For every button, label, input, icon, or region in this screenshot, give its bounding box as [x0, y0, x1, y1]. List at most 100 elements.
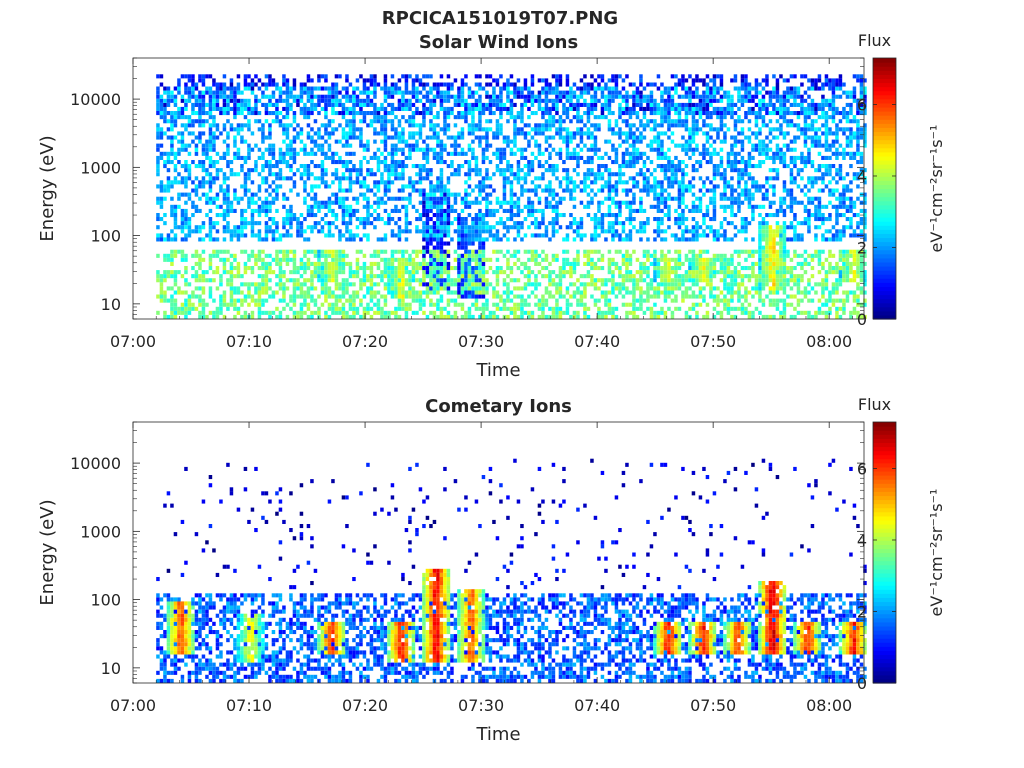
flux-cell: [334, 217, 339, 222]
flux-cell: [635, 127, 640, 132]
flux-cell: [173, 151, 178, 156]
flux-cell: [558, 294, 563, 299]
flux-cell: [404, 155, 409, 160]
flux-cell: [450, 204, 454, 209]
flux-cell: [600, 200, 605, 205]
flux-cell: [411, 123, 416, 128]
flux-cell: [674, 261, 678, 266]
flux-cell: [240, 102, 244, 107]
flux-cell: [642, 106, 647, 111]
flux-cell: [646, 98, 650, 103]
flux-cell: [460, 217, 465, 222]
flux-cell: [464, 188, 468, 193]
flux-cell: [341, 106, 346, 111]
flux-cell: [299, 266, 304, 271]
flux-cell: [513, 86, 517, 91]
flux-cell: [495, 200, 500, 205]
flux-cell: [527, 266, 531, 271]
flux-cell: [429, 98, 433, 103]
flux-cell: [422, 74, 426, 79]
flux-cell: [667, 164, 671, 169]
flux-cell: [604, 151, 608, 156]
flux-cell: [184, 266, 188, 271]
flux-cell: [460, 131, 465, 136]
flux-cell: [653, 294, 657, 299]
flux-cell: [310, 188, 314, 193]
flux-cell: [233, 188, 237, 193]
flux-cell: [180, 94, 185, 99]
flux-cell: [499, 123, 503, 128]
flux-cell: [628, 217, 633, 222]
flux-cell: [292, 155, 297, 160]
flux-cell: [646, 298, 650, 303]
flux-cell: [180, 98, 185, 103]
flux-cell: [499, 237, 503, 242]
flux-cell: [509, 213, 514, 218]
flux-cell: [341, 188, 346, 193]
flux-cell: [327, 204, 332, 209]
flux-cell: [173, 221, 178, 226]
flux-cell: [439, 249, 444, 254]
flux-cell: [338, 282, 342, 287]
flux-cell: [376, 180, 381, 185]
flux-cell: [320, 106, 325, 111]
flux-cell: [233, 102, 237, 107]
flux-cell: [443, 200, 447, 205]
flux-cell: [222, 151, 227, 156]
flux-cell: [684, 253, 689, 258]
flux-cell: [558, 270, 563, 275]
flux-cell: [201, 102, 206, 107]
flux-cell: [663, 115, 668, 120]
flux-cell: [233, 86, 237, 91]
flux-cell: [215, 286, 220, 291]
flux-cell: [236, 200, 241, 205]
flux-cell: [383, 94, 388, 99]
flux-cell: [233, 233, 237, 238]
flux-cell: [187, 310, 192, 315]
flux-cell: [495, 147, 500, 152]
flux-cell: [163, 131, 167, 136]
flux-cell: [331, 119, 335, 124]
flux-cell: [348, 233, 353, 238]
flux-cell: [450, 282, 454, 287]
flux-cell: [208, 290, 213, 295]
flux-cell: [548, 261, 552, 266]
flux-cell: [464, 237, 468, 242]
flux-cell: [446, 127, 451, 132]
flux-cell: [177, 111, 181, 116]
flux-cell: [348, 217, 353, 222]
flux-cell: [366, 233, 370, 238]
flux-cell: [586, 253, 591, 258]
flux-cell: [408, 155, 412, 160]
flux-cell: [632, 294, 636, 299]
flux-cell: [558, 78, 563, 83]
flux-cell: [215, 94, 220, 99]
flux-cell: [275, 172, 279, 177]
flux-cell: [292, 82, 297, 87]
flux-cell: [324, 257, 328, 262]
flux-cell: [646, 188, 650, 193]
flux-cell: [376, 204, 381, 209]
flux-cell: [205, 200, 209, 205]
flux-cell: [656, 233, 661, 238]
flux-cell: [530, 90, 535, 95]
flux-cell: [376, 160, 381, 165]
flux-cell: [345, 213, 349, 218]
flux-cell: [418, 306, 423, 311]
flux-cell: [348, 188, 353, 193]
flux-cell: [373, 139, 377, 144]
flux-cell: [670, 102, 675, 107]
flux-cell: [387, 172, 391, 177]
flux-cell: [236, 274, 241, 279]
flux-cell: [555, 204, 559, 209]
flux-cell: [373, 115, 377, 120]
flux-cell: [425, 225, 430, 230]
flux-cell: [383, 200, 388, 205]
flux-cell: [604, 282, 608, 287]
flux-cell: [656, 310, 661, 315]
flux-cell: [201, 90, 206, 95]
flux-cell: [320, 278, 325, 283]
flux-cell: [530, 102, 535, 107]
flux-cell: [628, 155, 633, 160]
flux-cell: [670, 196, 675, 201]
